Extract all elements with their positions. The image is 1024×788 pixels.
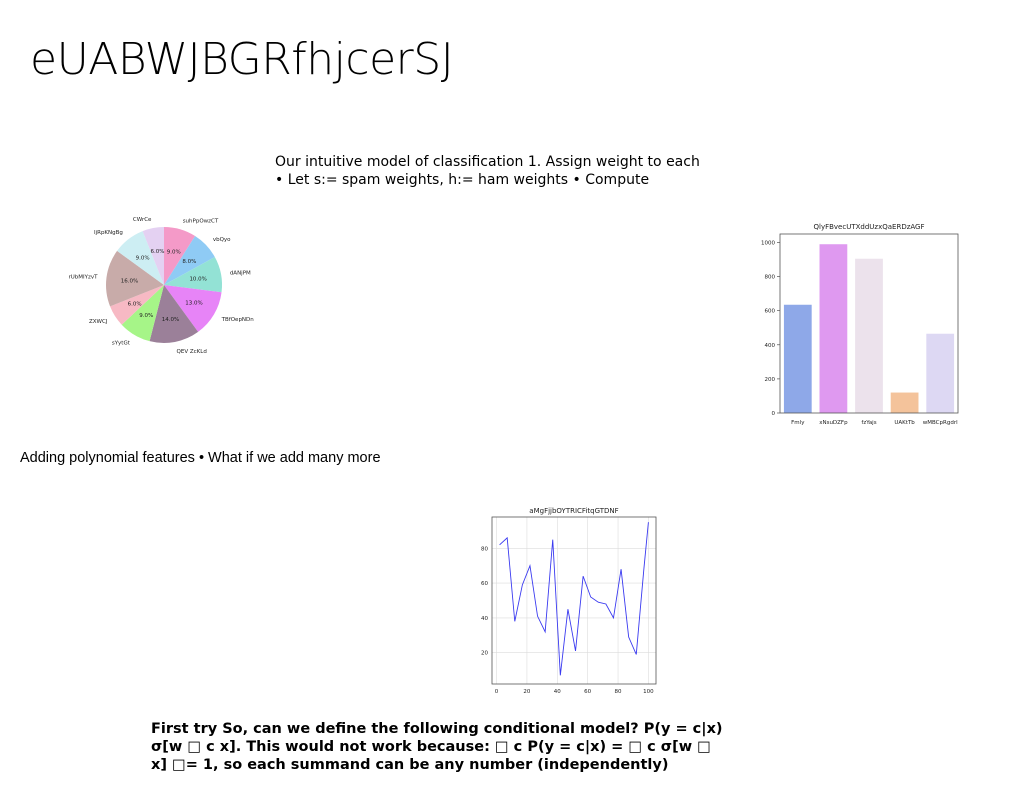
intro-text: Our intuitive model of classification 1.… <box>275 153 700 189</box>
pie-slice <box>117 231 164 285</box>
pie-category-label: suhPpOwzCT <box>183 219 219 225</box>
footer-line-1: First try So, can we define the followin… <box>151 721 723 737</box>
pie-percent-label: 9.0% <box>136 256 150 262</box>
bar <box>819 244 848 413</box>
bar <box>783 304 812 413</box>
footer-line-3: x] □= 1, so each summand can be any numb… <box>151 757 669 773</box>
bar-y-tick-label: 400 <box>765 343 776 349</box>
line-series <box>499 522 649 676</box>
line-x-tick-label: 0 <box>495 689 499 695</box>
pie-slice <box>164 227 196 285</box>
bar-y-tick-label: 200 <box>765 377 776 383</box>
pie-category-label: CWrCe <box>133 217 152 223</box>
pie-percent-label: 8.0% <box>182 259 196 265</box>
bar <box>926 333 955 413</box>
bar-x-tick-label: Fmly <box>791 420 805 426</box>
slide-title: eUABWJBGRfhjcerSJ <box>30 34 454 85</box>
line-y-tick-label: 60 <box>481 581 488 587</box>
pie-category-label: QEV ZcKLd <box>177 349 207 355</box>
line-x-tick-label: 40 <box>554 689 561 695</box>
pie-percent-label: 14.0% <box>162 317 179 323</box>
line-x-tick-label: 60 <box>584 689 591 695</box>
intro-line-1: Our intuitive model of classification 1.… <box>275 154 700 170</box>
bar-chart: QlyFBvecUTXddUzxQaERDzAGF Fmly xNsuDZFp fzY… <box>761 223 959 426</box>
pie-category-label: dANjPM <box>230 270 251 276</box>
pie-category-label: sYytGt <box>112 341 131 347</box>
line-y-tick-label: 80 <box>481 546 488 552</box>
bar-y-tick-label: 1000 <box>761 241 775 247</box>
line-x-tick-label: 20 <box>523 689 530 695</box>
bar-x-tick-label: wMBCpRgdrl <box>923 420 958 426</box>
line-x-tick-label: 100 <box>643 689 654 695</box>
pie-percent-label: 6.0% <box>128 302 142 308</box>
line-chart-title: aMgFjjbOYTRICFitqGTDNF <box>529 507 618 515</box>
pie-percent-label: 16.0% <box>121 279 138 285</box>
pie-percent-label: 9.0% <box>139 313 153 319</box>
footer-text: First try So, can we define the followin… <box>151 720 791 774</box>
pie-category-label: ZXWCJ <box>89 319 108 325</box>
pie-percent-label: 13.0% <box>185 301 202 307</box>
pie-category-label: vbQyo <box>213 237 231 243</box>
pie-slice <box>164 285 222 332</box>
pie-percent-label: 10.0% <box>189 276 206 282</box>
pie-slice <box>142 227 164 285</box>
bar-x-tick-label: xNsuDZFp <box>819 420 848 426</box>
bar-y-tick-label: 0 <box>772 411 776 417</box>
polynomial-features-text: Adding polynomial features • What if we … <box>20 450 381 466</box>
pie-category-label: IjRpKNgBg <box>94 230 123 236</box>
pie-slice <box>106 250 164 307</box>
line-chart: aMgFjjbOYTRICFitqGTDNF 0 20 40 60 80 100 20 40 60… <box>481 507 657 695</box>
bar-y-tick-label: 600 <box>765 309 776 315</box>
bar <box>855 258 883 413</box>
line-y-tick-label: 20 <box>481 651 488 657</box>
bar-x-tick-label: fzYajs <box>861 420 876 426</box>
line-y-tick-label: 40 <box>481 616 488 622</box>
pie-slice <box>121 285 164 342</box>
pie-percent-label: 6.0% <box>150 249 164 255</box>
pie-percent-label: 9.0% <box>167 250 181 256</box>
pie-category-label: rUbMIYzvT <box>69 275 99 281</box>
pie-chart: 9.0% suhPpOwzCT 8.0% vbQyo 10.0% dANjPM 13.0% T… <box>69 217 255 355</box>
bar-x-tick-label: UAKtTb <box>894 420 915 426</box>
pie-slice <box>164 257 222 293</box>
bar-y-tick-label: 800 <box>765 275 776 281</box>
bar-chart-title: QlyFBvecUTXddUzxQaERDzAGF <box>813 223 924 231</box>
bar-plot-frame <box>779 233 959 414</box>
pie-slice <box>110 285 164 325</box>
intro-line-2: • Let s:= spam weights, h:= ham weights … <box>275 172 650 188</box>
footer-line-2: σ[w □ c x]. This would not work because:… <box>151 739 711 755</box>
line-x-tick-label: 80 <box>615 689 622 695</box>
pie-category-label: TBfOepNDn <box>221 317 255 323</box>
line-plot-frame <box>491 516 657 685</box>
pie-slice <box>149 285 199 343</box>
pie-slice <box>164 236 215 285</box>
bar <box>890 392 919 413</box>
